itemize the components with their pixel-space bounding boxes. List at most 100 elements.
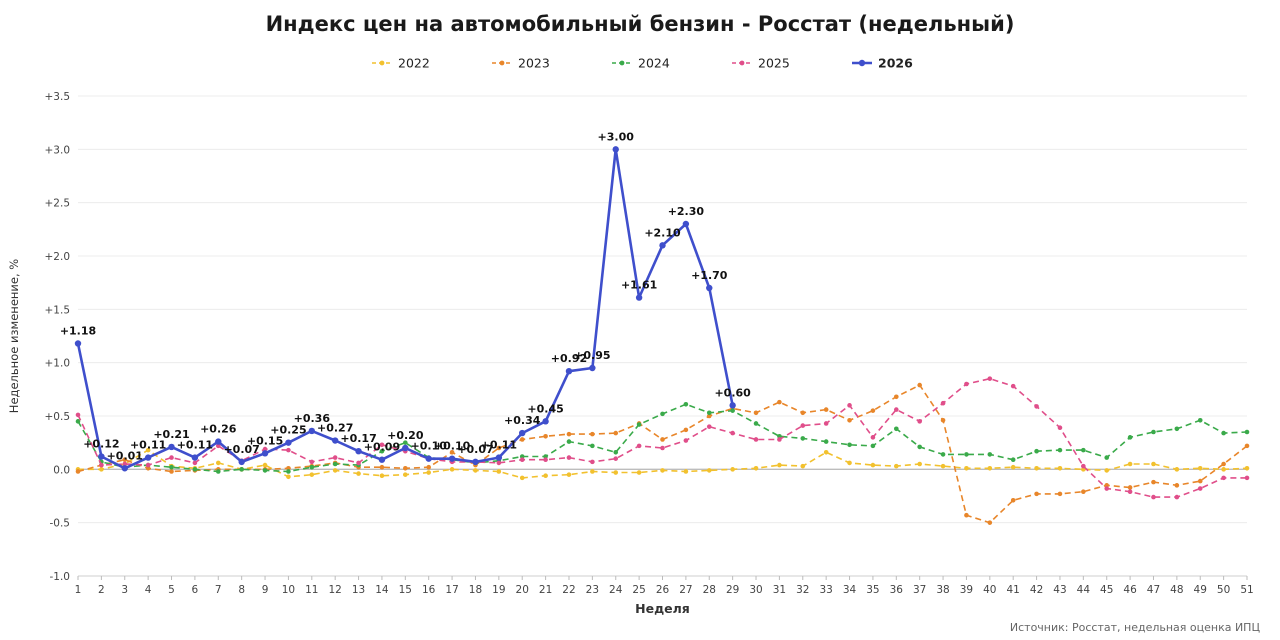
y-axis-label: Недельное изменение, % [7,259,21,413]
data-point-2025 [1057,425,1063,431]
data-point-2025 [332,455,338,460]
data-point-2024 [75,419,81,424]
data-label: +0.25 [270,424,306,437]
data-point-2025 [940,400,946,406]
data-label: +0.36 [294,412,331,425]
data-label: +0.95 [574,349,610,362]
data-point-2026 [215,438,222,445]
data-point-2025 [145,462,151,468]
data-point-2022 [145,447,151,453]
data-label: +1.70 [691,269,728,282]
data-point-2023 [753,410,759,416]
data-label: +0.07 [457,443,493,456]
data-point-2022 [1034,465,1039,471]
data-point-2023 [286,465,291,471]
data-point-2022 [379,473,385,479]
data-labels-2026: +1.18+0.12+0.01+0.11+0.21+0.11+0.26+0.07… [60,130,751,462]
data-point-2025 [1127,489,1133,495]
y-tick-label: +0.5 [45,411,71,423]
x-tick-label: 36 [890,584,904,596]
data-point-2024 [1221,430,1226,436]
data-point-2022 [496,469,502,474]
data-point-2022 [847,460,852,466]
data-label: +0.11 [130,439,166,452]
data-point-2024 [987,452,993,457]
data-point-2023 [122,457,128,463]
data-point-2022 [543,473,548,479]
data-label: +0.34 [504,414,541,427]
data-point-2022 [403,472,408,477]
data-point-2024 [543,454,548,459]
data-label: +0.01 [107,449,143,462]
data-point-2025 [1221,475,1226,481]
data-point-2022 [917,461,922,467]
data-point-2024 [660,411,665,417]
x-tick-label: 20 [516,584,529,596]
data-point-2024 [262,468,268,473]
data-point-2026 [168,443,175,451]
x-tick-label: 3 [121,584,128,596]
data-point-2022 [473,468,478,473]
data-point-2026 [121,465,128,472]
data-point-2026 [425,455,432,462]
legend-item-2023: 2023 [492,56,550,71]
data-point-2025 [169,455,174,460]
data-point-2026 [98,453,105,460]
x-tick-label: 13 [352,584,365,596]
data-point-2026 [144,454,152,461]
data-point-2023 [964,512,969,518]
data-point-2023 [870,408,876,413]
data-label: +0.10 [434,440,471,453]
legend-label: 2022 [398,56,430,71]
data-point-2026 [729,402,736,409]
x-tick-label: 26 [656,584,670,596]
y-tick-label: +3.0 [45,144,71,156]
data-point-2022 [449,467,455,472]
data-point-2024 [917,444,922,450]
legend-label: 2023 [518,56,550,71]
data-point-2024 [777,433,782,439]
data-point-2025 [800,423,806,428]
data-point-2023 [543,433,548,439]
data-label: +3.00 [598,130,635,143]
series-2026 [74,146,736,472]
x-tick-label: 14 [375,584,389,596]
data-point-2025 [823,421,829,426]
data-point-2024 [286,469,291,474]
y-tick-label: +1.0 [45,358,71,370]
y-tick-label: +3.5 [45,91,71,103]
data-point-2024 [1057,447,1063,453]
data-point-2025 [613,456,619,461]
data-point-2022 [823,449,829,455]
data-label: +0.60 [714,386,751,399]
data-point-2022 [356,471,361,476]
data-point-2022 [566,472,572,477]
x-tick-label: 2 [98,584,105,596]
data-point-2022 [99,467,104,472]
x-tick-label: 29 [726,584,739,596]
data-point-2025 [99,462,104,468]
data-point-2026 [448,455,456,462]
data-point-2025 [356,460,361,466]
data-point-2025 [753,437,759,442]
data-point-2022 [1151,461,1156,467]
legend-swatch-marker [379,60,385,66]
x-tick-label: 11 [305,584,318,596]
legend-swatch-marker [619,60,625,66]
data-point-2024 [964,452,969,457]
data-point-2024 [519,454,525,459]
data-point-2025 [215,443,221,449]
data-point-2022 [894,463,899,469]
data-point-2023 [777,399,782,405]
data-point-2023 [706,413,712,419]
x-tick-label: 50 [1217,584,1230,596]
data-point-2024 [706,410,712,416]
x-tick-label: 25 [632,584,645,596]
x-tick-label: 9 [262,584,269,596]
data-point-2026 [238,458,245,466]
x-tick-label: 44 [1077,584,1091,596]
x-tick-label: 17 [445,584,458,596]
x-tick-label: 28 [703,584,716,596]
data-label: +0.09 [364,441,400,454]
data-point-2024 [636,422,642,427]
